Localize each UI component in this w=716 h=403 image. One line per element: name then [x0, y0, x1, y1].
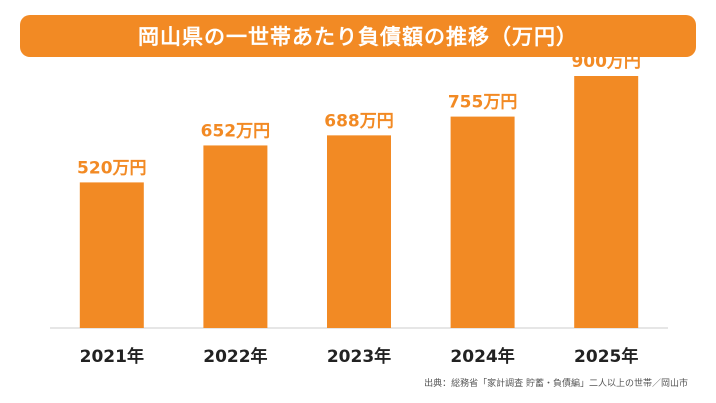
bar-1: [79, 182, 144, 328]
bar-3: [327, 135, 391, 328]
category-label-2: 2022年: [203, 346, 267, 367]
data-label-3: 688万円: [324, 111, 394, 131]
bar-5: [574, 76, 639, 328]
category-label-5: 2025年: [574, 346, 638, 367]
category-label-4: 2024年: [450, 346, 514, 367]
data-label-5: 900万円: [571, 52, 641, 72]
category-label-1: 2021年: [80, 346, 144, 367]
bar-2: [203, 145, 268, 328]
data-label-2: 652万円: [201, 121, 271, 141]
data-label-4: 755万円: [448, 93, 518, 113]
category-label-3: 2023年: [327, 346, 391, 367]
data-label-1: 520万円: [77, 158, 147, 178]
bar-4: [450, 116, 515, 328]
chart-title: 岡山県の一世帯あたり負債額の推移（万円）: [138, 25, 578, 49]
source-note: 出典：総務省「家計調査 貯蓄・負債編」二人以上の世帯／岡山市: [424, 379, 688, 389]
title-banner: 岡山県の一世帯あたり負債額の推移（万円）: [20, 15, 696, 57]
